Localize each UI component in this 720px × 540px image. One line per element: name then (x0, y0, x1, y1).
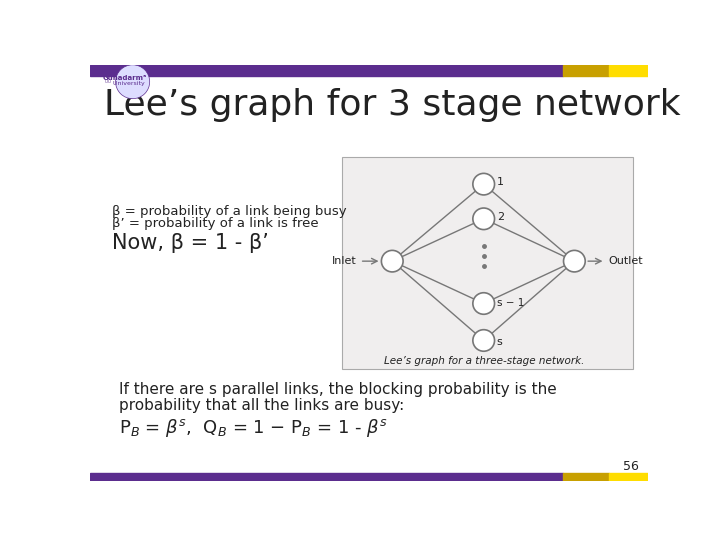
Text: β = probability of a link being busy: β = probability of a link being busy (112, 205, 346, 218)
Text: Lee’s graph for a three-stage network.: Lee’s graph for a three-stage network. (384, 356, 584, 366)
Text: s − 1: s − 1 (497, 299, 524, 308)
Text: 2: 2 (497, 212, 504, 222)
Text: Inlet: Inlet (332, 256, 356, 266)
Circle shape (473, 330, 495, 351)
Circle shape (473, 173, 495, 195)
Text: Gunadarmᵃ: Gunadarmᵃ (103, 75, 147, 81)
Circle shape (473, 293, 495, 314)
Text: P$_B$ = $\beta^s$,  Q$_B$ = 1 $-$ P$_B$ = 1 - $\beta^s$: P$_B$ = $\beta^s$, Q$_B$ = 1 $-$ P$_B$ =… (120, 417, 389, 439)
Bar (342, 157, 632, 369)
Circle shape (116, 65, 150, 99)
Text: ᵁᵁ University: ᵁᵁ University (105, 80, 145, 86)
Text: Now, β = 1 - β’: Now, β = 1 - β’ (112, 233, 269, 253)
Text: β’ = probability of a link is free: β’ = probability of a link is free (112, 217, 318, 230)
Text: probability that all the links are busy:: probability that all the links are busy: (120, 397, 405, 413)
Bar (563, 473, 609, 481)
Circle shape (382, 251, 403, 272)
Text: Outlet: Outlet (608, 256, 643, 266)
Circle shape (564, 251, 585, 272)
Bar (609, 65, 648, 76)
Circle shape (473, 208, 495, 230)
Bar (609, 473, 648, 481)
Bar (90, 65, 563, 76)
Text: 1: 1 (497, 177, 504, 187)
Text: Lee’s graph for 3 stage network: Lee’s graph for 3 stage network (104, 88, 680, 122)
Text: If there are s parallel links, the blocking probability is the: If there are s parallel links, the block… (120, 382, 557, 397)
Text: 56: 56 (623, 460, 639, 473)
Bar (563, 65, 609, 76)
Text: s: s (497, 337, 503, 347)
Bar (90, 473, 563, 481)
